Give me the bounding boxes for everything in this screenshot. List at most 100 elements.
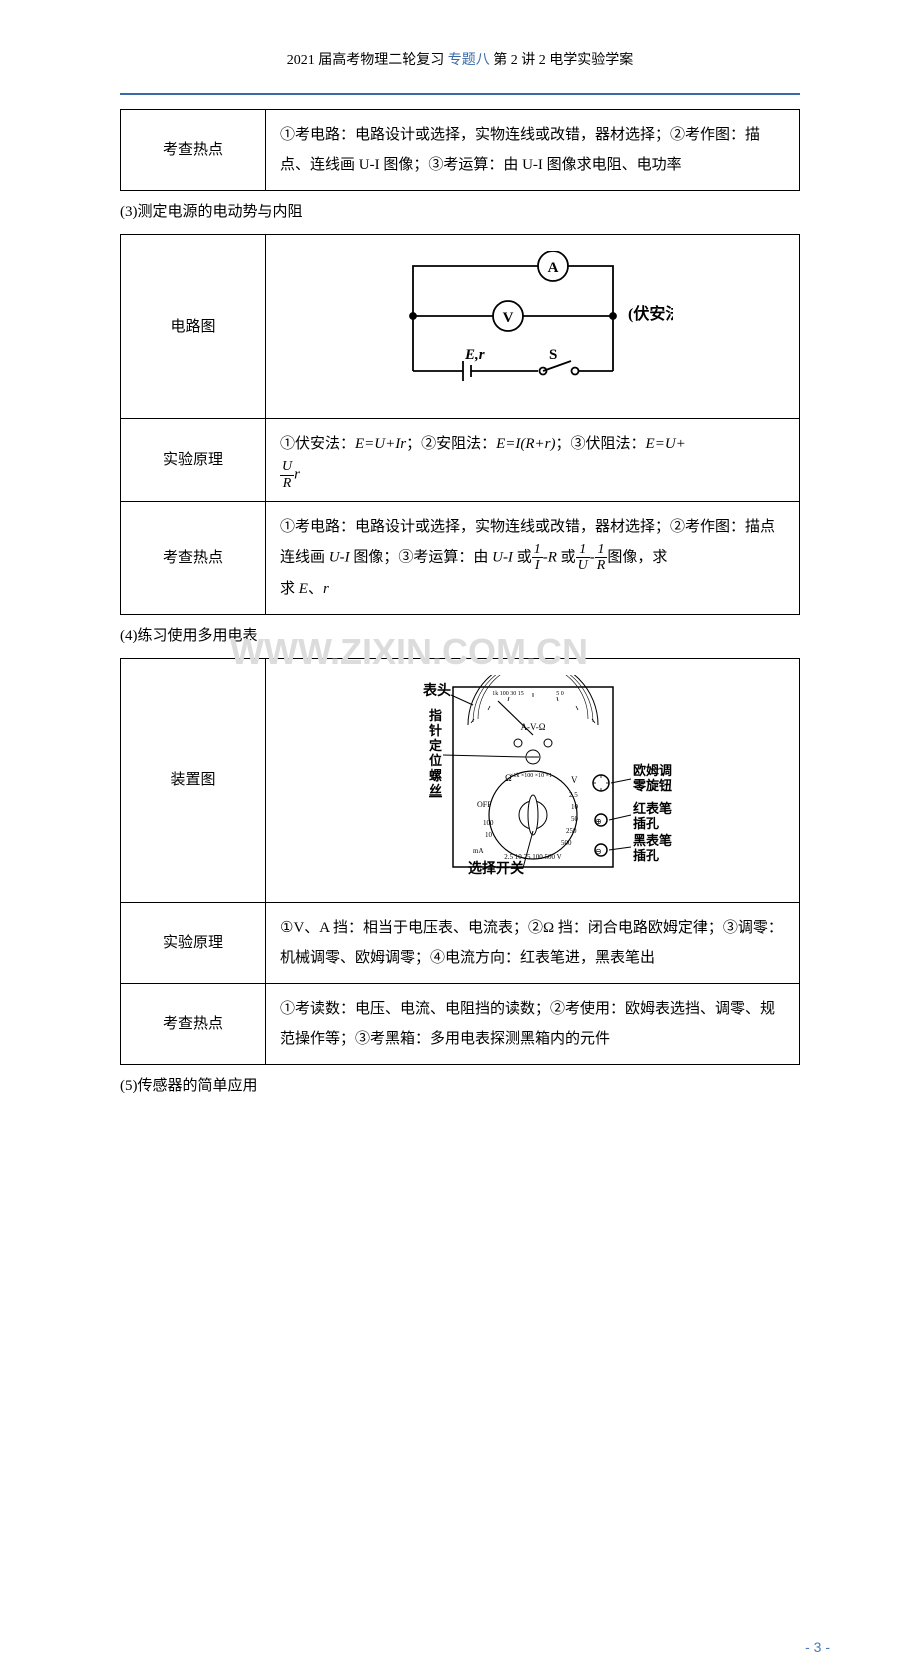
- svg-text:500: 500: [561, 839, 572, 847]
- fraction: 1U: [576, 542, 590, 574]
- text: 图像，求: [607, 549, 667, 565]
- svg-text:250: 250: [566, 827, 577, 835]
- svg-text:⊖: ⊖: [595, 847, 602, 856]
- cell-content: ①V、A 挡：相当于电压表、电流表；②Ω 挡：闭合电路欧姆定律；③调零：机械调零…: [266, 902, 800, 983]
- page-container: 2021 届高考物理二轮复习 专题八 第 2 讲 2 电学实验学案 考查热点 ①…: [120, 48, 800, 1100]
- text: 或: [557, 549, 576, 565]
- table-hotspot-1: 考查热点 ①考电路：电路设计或选择，实物连线或改错，器材选择；②考作图：描点、连…: [120, 109, 800, 191]
- text: 图像；③考运算：由: [350, 549, 493, 565]
- cell-label: 考查热点: [121, 110, 266, 191]
- formula: E: [299, 581, 308, 597]
- table-row: 考查热点 ①考读数：电压、电流、电阻挡的读数；②考使用：欧姆表选挡、调零、规范操…: [121, 983, 800, 1064]
- header-suffix: 第 2 讲 2 电学实验学案: [490, 53, 634, 68]
- formula: E=U+Ir: [355, 436, 406, 452]
- table-row: 考查热点 ①考电路：电路设计或选择，实物连线或改错，器材选择；②考作图：描点连线…: [121, 501, 800, 614]
- svg-text:10: 10: [571, 803, 579, 811]
- cell-circuit: A V (伏安法) E,r S: [266, 235, 800, 419]
- svg-text:100: 100: [483, 819, 494, 827]
- hotspot1-text: ①考电路：电路设计或选择，实物连线或改错，器材选择；②考作图：描点、连线画 U-…: [280, 127, 760, 173]
- formula: U-I: [492, 549, 513, 565]
- table-row: 装置图: [121, 658, 800, 902]
- formula: r: [323, 581, 329, 597]
- svg-text:插孔: 插孔: [633, 848, 659, 863]
- section-3-title: (3)测定电源的电动势与内阻: [120, 199, 800, 226]
- numerator: 1: [532, 542, 543, 558]
- text: 、: [308, 581, 323, 597]
- svg-text:针: 针: [428, 723, 442, 738]
- cell-label: 考查热点: [121, 983, 266, 1064]
- svg-text:零旋钮: 零旋钮: [632, 778, 672, 793]
- svg-text:黑表笔: 黑表笔: [633, 833, 672, 848]
- fraction: UR: [280, 459, 294, 491]
- cell-content: ①伏安法：E=U+Ir；②安阻法：E=I(R+r)；③伏阻法：E=U+ URr: [266, 419, 800, 502]
- fraction: 1I: [532, 542, 543, 574]
- table-multimeter: 装置图: [120, 658, 800, 1065]
- fraction: 1R: [595, 542, 608, 574]
- table-row: 实验原理 ①V、A 挡：相当于电压表、电流表；②Ω 挡：闭合电路欧姆定律；③调零…: [121, 902, 800, 983]
- switch-label: S: [549, 347, 557, 363]
- formula: R: [548, 549, 557, 565]
- svg-text:定: 定: [428, 738, 442, 753]
- svg-text:10: 10: [485, 831, 493, 839]
- text: ①伏安法：: [280, 436, 355, 452]
- table-emf: 电路图: [120, 234, 800, 615]
- svg-text:2.5: 2.5: [569, 791, 578, 799]
- svg-text:螺: 螺: [429, 768, 442, 783]
- svg-text:mA: mA: [473, 847, 484, 855]
- header-divider: [120, 93, 800, 95]
- page-number: - 3 -: [805, 1635, 830, 1660]
- selector-label: 选择开关: [468, 860, 524, 875]
- ammeter-symbol: A: [547, 260, 558, 276]
- formula: E=U+: [646, 436, 686, 452]
- circuit-diagram: A V (伏安法) E,r S: [393, 251, 673, 391]
- formula: E=I(R+r): [496, 436, 555, 452]
- numerator: 1: [576, 542, 590, 558]
- er-label: E,r: [464, 347, 485, 363]
- cell-multimeter: A-V-Ω 1k 100 30 15 5 0 OFF Ω ×1k ×100: [266, 658, 800, 902]
- svg-text:指: 指: [429, 708, 442, 723]
- denominator: U: [576, 558, 590, 573]
- cell-content: ①考电路：电路设计或选择，实物连线或改错，器材选择；②考作图：描点连线画 U-I…: [266, 501, 800, 614]
- voltmeter-symbol: V: [502, 310, 513, 326]
- svg-text:1k 100 30 15: 1k 100 30 15: [492, 691, 524, 697]
- cell-content: ①考电路：电路设计或选择，实物连线或改错，器材选择；②考作图：描点、连线画 U-…: [266, 110, 800, 191]
- section-4-title: (4)练习使用多用电表: [120, 623, 800, 650]
- xk-label: ×1k ×100 ×10 ×1: [509, 773, 551, 779]
- cell-label: 实验原理: [121, 902, 266, 983]
- header-topic: 专题八: [448, 53, 490, 68]
- table-row: 实验原理 ①伏安法：E=U+Ir；②安阻法：E=I(R+r)；③伏阻法：E=U+…: [121, 419, 800, 502]
- table-row: 电路图: [121, 235, 800, 419]
- table-row: 考查热点 ①考电路：电路设计或选择，实物连线或改错，器材选择；②考作图：描点、连…: [121, 110, 800, 191]
- cell-label: 电路图: [121, 235, 266, 419]
- denominator: R: [595, 558, 608, 573]
- avo-label: A-V-Ω: [520, 722, 545, 732]
- section-5-title: (5)传感器的简单应用: [120, 1073, 800, 1100]
- formula: U-I: [329, 549, 350, 565]
- denominator: I: [532, 558, 543, 573]
- formula: r: [294, 467, 300, 483]
- svg-text:红表笔: 红表笔: [633, 801, 672, 816]
- meter-head-label: 表头: [422, 682, 451, 699]
- v-label: V: [571, 775, 578, 785]
- denominator: R: [280, 476, 294, 491]
- cell-label: 装置图: [121, 658, 266, 902]
- cell-label: 实验原理: [121, 419, 266, 502]
- off-label: OFF: [477, 800, 492, 809]
- text: 或: [513, 549, 532, 565]
- svg-text:位: 位: [429, 753, 442, 768]
- svg-text:5 0: 5 0: [556, 691, 564, 697]
- svg-text:丝: 丝: [429, 783, 442, 798]
- method-label: (伏安法): [628, 304, 673, 323]
- svg-text:欧姆调: 欧姆调: [633, 763, 672, 778]
- numerator: U: [280, 459, 294, 475]
- numerator: 1: [595, 542, 608, 558]
- document-header: 2021 届高考物理二轮复习 专题八 第 2 讲 2 电学实验学案: [120, 48, 800, 73]
- multimeter-diagram: A-V-Ω 1k 100 30 15 5 0 OFF Ω ×1k ×100: [343, 675, 723, 875]
- header-prefix: 2021 届高考物理二轮复习: [287, 53, 448, 68]
- text: ；②安阻法：: [406, 436, 496, 452]
- svg-text:插孔: 插孔: [633, 816, 659, 831]
- svg-text:50: 50: [571, 815, 579, 823]
- cell-content: ①考读数：电压、电流、电阻挡的读数；②考使用：欧姆表选挡、调零、规范操作等；③考…: [266, 983, 800, 1064]
- text: ；③伏阻法：: [556, 436, 646, 452]
- svg-text:⊕: ⊕: [595, 817, 602, 826]
